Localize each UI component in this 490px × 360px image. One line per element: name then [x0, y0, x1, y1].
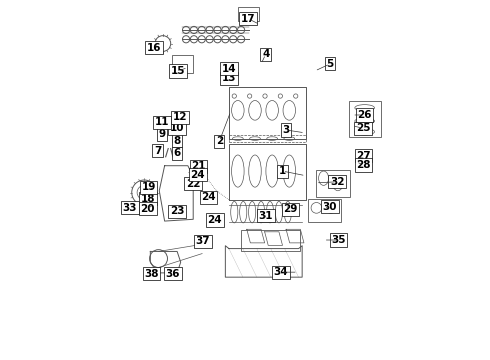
Text: 32: 32: [330, 177, 344, 187]
Text: 24: 24: [207, 215, 222, 225]
Text: 30: 30: [323, 202, 337, 212]
Text: 14: 14: [221, 64, 236, 73]
Text: 4: 4: [262, 49, 270, 59]
Text: 27: 27: [356, 151, 371, 161]
Text: 16: 16: [147, 43, 161, 53]
Bar: [242, 230, 300, 251]
Text: 24: 24: [201, 192, 216, 202]
Text: 5: 5: [326, 59, 334, 69]
Text: 26: 26: [357, 110, 372, 120]
Bar: [308, 199, 342, 222]
Text: 37: 37: [196, 237, 210, 247]
Text: 13: 13: [221, 73, 236, 83]
Bar: [229, 135, 306, 142]
Text: 35: 35: [331, 235, 346, 245]
Text: 3: 3: [282, 125, 290, 135]
Text: 19: 19: [141, 182, 156, 192]
Text: 21: 21: [191, 161, 206, 171]
Text: 20: 20: [141, 203, 155, 213]
Bar: [238, 7, 259, 21]
Text: 9: 9: [159, 129, 166, 139]
Bar: [317, 170, 350, 197]
Text: 34: 34: [273, 267, 288, 277]
Text: 36: 36: [166, 269, 180, 279]
Text: 10: 10: [170, 123, 184, 133]
Text: 1: 1: [279, 166, 286, 176]
Text: 33: 33: [122, 203, 137, 213]
Text: 7: 7: [154, 146, 161, 156]
Text: 6: 6: [173, 148, 181, 158]
Bar: [348, 102, 381, 137]
Text: 11: 11: [155, 117, 170, 127]
Text: 2: 2: [216, 136, 223, 147]
Text: 23: 23: [170, 206, 184, 216]
Text: 22: 22: [186, 179, 200, 189]
Text: 25: 25: [356, 123, 370, 133]
Text: 29: 29: [284, 204, 298, 214]
Text: 17: 17: [241, 14, 255, 23]
Text: 28: 28: [356, 160, 371, 170]
Text: 24: 24: [191, 170, 205, 180]
Text: 15: 15: [171, 66, 185, 76]
Text: 8: 8: [173, 136, 181, 146]
Text: 12: 12: [173, 112, 187, 122]
Text: 38: 38: [144, 269, 159, 279]
Text: 31: 31: [258, 211, 273, 221]
Text: 18: 18: [141, 194, 155, 203]
Bar: [172, 55, 193, 73]
